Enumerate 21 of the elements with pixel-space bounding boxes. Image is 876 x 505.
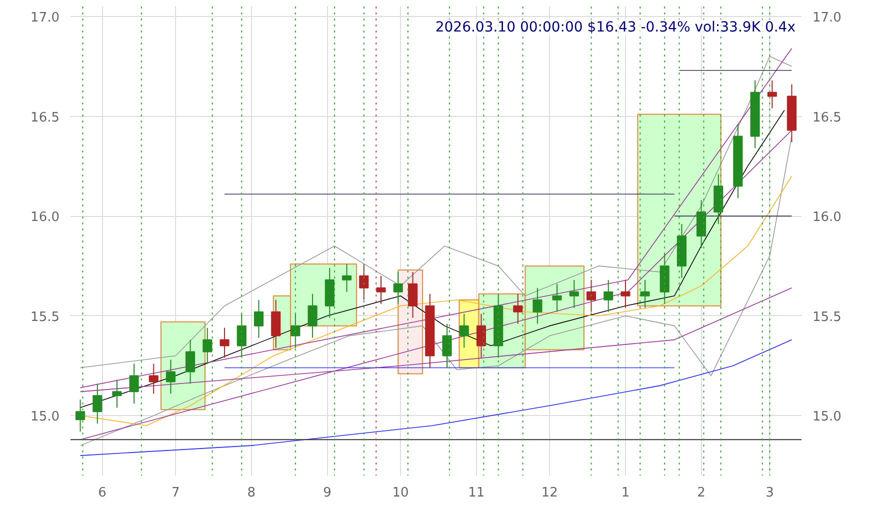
x-tick-label: 11: [468, 486, 485, 500]
x-tick-label: 12: [541, 486, 558, 500]
y-tick-label: 15.0: [30, 410, 60, 425]
x-tick-label: 6: [98, 486, 106, 500]
y2-tick-label: 15.5: [812, 310, 842, 325]
y-tick-label: 17.0: [30, 10, 60, 26]
y2-tick-label: 15.0: [812, 410, 842, 425]
y-tick-label: 15.5: [30, 310, 60, 325]
x-tick-label: 10: [392, 486, 409, 500]
x-tick-label: 1: [621, 486, 630, 500]
y2-tick-label: 16.5: [812, 110, 842, 126]
y2-tick-label: 16.0: [812, 210, 842, 226]
y-tick-label: 16.5: [30, 110, 60, 126]
y-tick-label: 16.0: [30, 210, 60, 226]
text: 2026.03.10 00:00:00 $16.43 -0.34% vol:33.9K 0.4x: [435, 20, 796, 36]
x-tick-label: 2: [697, 486, 706, 500]
y2-tick-label: 17.0: [812, 10, 842, 26]
x-tick-label: 7: [171, 486, 180, 500]
x-tick-label: 3: [766, 486, 774, 500]
x-tick-label: 9: [323, 486, 332, 500]
x-tick-label: 8: [247, 486, 256, 500]
